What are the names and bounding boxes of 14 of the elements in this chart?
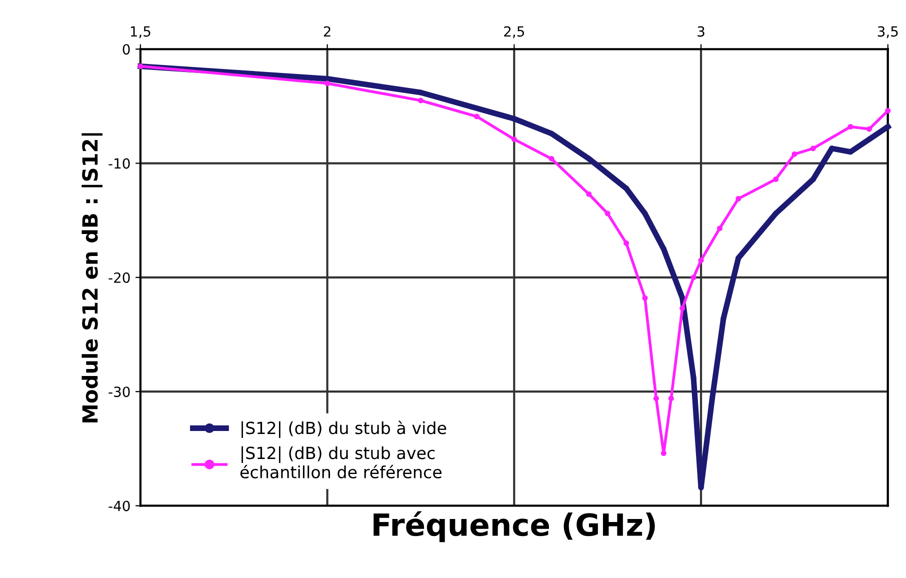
y-tick-label: -30 <box>108 386 130 398</box>
x-axis-title: Fréquence (GHz) <box>374 511 655 542</box>
y-tick-label: -20 <box>108 272 130 283</box>
legend-label: |S12| (dB) du stub à vide <box>242 420 446 438</box>
x-tick-label: 3,5 <box>878 26 898 38</box>
y-tick-label: 0 <box>122 44 130 55</box>
legend-label: |S12| (dB) du stub avec échantillon de référence <box>240 446 442 478</box>
x-tick-label: 2 <box>324 26 330 37</box>
x-tick-label: 1,5 <box>130 26 150 38</box>
y-tick-label: -10 <box>108 158 130 169</box>
y-axis-title: Module S12 en dB : |S12| <box>82 133 102 422</box>
y-tick-label: -40 <box>108 500 130 512</box>
x-tick-label: 2,5 <box>504 26 524 38</box>
x-tick-label: 3 <box>698 26 704 37</box>
